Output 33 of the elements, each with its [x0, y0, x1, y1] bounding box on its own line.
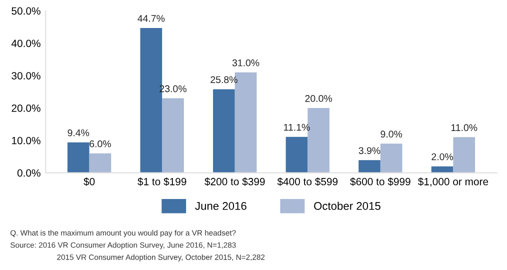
x-tick-label: $0: [84, 178, 95, 186]
y-tick-label: 50.0%: [12, 7, 40, 15]
x-tick-label: $1 to $199: [138, 178, 186, 186]
legend-label: October 2015: [314, 202, 380, 210]
data-label: 31.0%: [232, 59, 260, 66]
y-tick-label: 30.0%: [12, 72, 40, 80]
data-label: 11.0%: [451, 124, 478, 132]
x-tick-label: $400 to $599: [277, 178, 338, 186]
x-tick-label: $200 to $399: [204, 178, 265, 186]
bar: [67, 142, 90, 173]
legend-label: June 2016: [195, 202, 246, 210]
bar: [89, 153, 112, 173]
data-label: 9.4%: [68, 129, 90, 136]
y-tick-label: 10.0%: [12, 136, 40, 144]
x-tick-label: $600 to $999: [350, 178, 410, 186]
data-label: 25.8%: [210, 76, 238, 84]
bar: [380, 144, 402, 173]
data-label: 11.1%: [284, 124, 310, 131]
bar: [358, 160, 380, 173]
data-label: 9.0%: [380, 130, 402, 138]
x-tick-label: $1,000 or more: [418, 178, 488, 187]
data-label: 44.7%: [138, 15, 165, 22]
y-tick-label: 40.0%: [11, 40, 40, 48]
bar: [286, 136, 308, 173]
data-label: 2.0%: [432, 153, 454, 160]
bar: [162, 98, 184, 173]
y-tick-label: 0.0%: [17, 169, 40, 177]
data-label: 6.0%: [90, 140, 111, 148]
bar: [213, 89, 235, 173]
y-tick-label: 20.0%: [12, 104, 40, 112]
data-label: 20.0%: [305, 95, 332, 102]
data-label: 3.9%: [358, 147, 380, 154]
bar: [453, 137, 476, 173]
